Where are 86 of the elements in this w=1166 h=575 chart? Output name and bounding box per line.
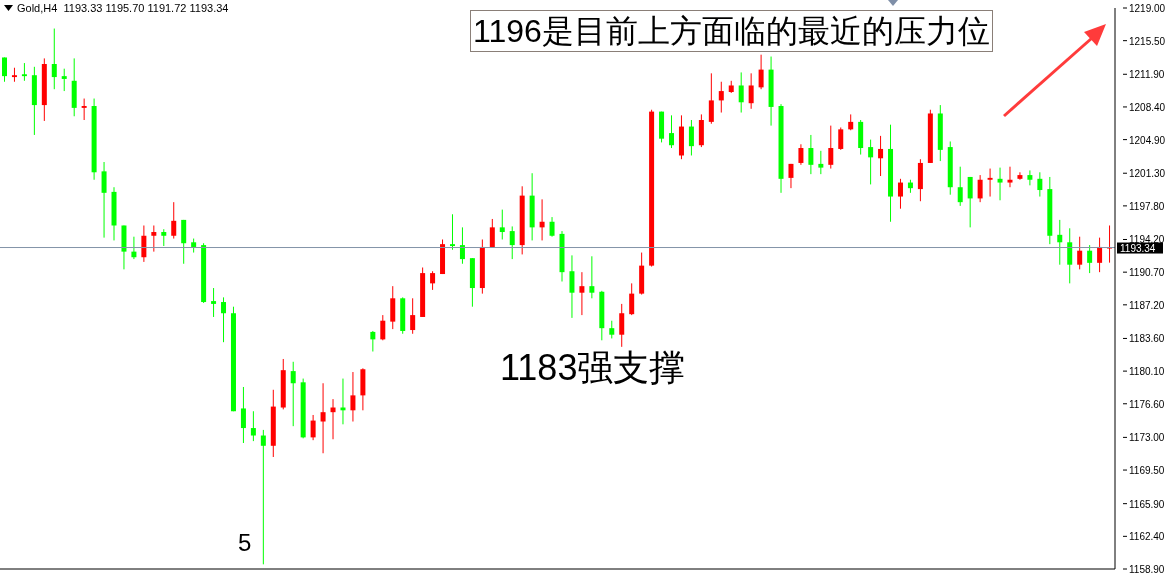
candlestick <box>1097 237 1103 273</box>
candlestick <box>808 134 814 175</box>
candlestick <box>758 54 764 90</box>
candlestick <box>221 296 227 343</box>
candlestick <box>708 72 714 125</box>
candlestick <box>788 163 794 189</box>
candlestick <box>250 410 256 442</box>
candlestick <box>1007 166 1013 188</box>
candlestick <box>290 361 296 427</box>
annotation: 1183强支撑 <box>500 346 686 390</box>
candlestick <box>589 255 595 299</box>
candlestick <box>81 98 87 121</box>
candlestick <box>798 143 804 166</box>
annotation: 5 <box>238 528 252 558</box>
candlestick <box>1067 227 1073 284</box>
candlestick <box>390 285 396 330</box>
candlestick <box>629 282 635 316</box>
y-tick-label: 1219.00 <box>1129 3 1166 14</box>
y-tick-label: 1215.50 <box>1129 35 1166 47</box>
candlestick <box>579 271 585 316</box>
candlestick <box>738 71 744 114</box>
candlestick <box>619 303 625 348</box>
chart-title: Gold,H4 1193.33 1195.70 1191.72 1193.34 <box>17 2 229 14</box>
candlestick <box>1037 171 1043 198</box>
candlestick <box>987 168 993 198</box>
candlestick <box>838 126 844 151</box>
candlestick <box>1057 219 1063 266</box>
candlestick <box>688 119 694 156</box>
y-tick-label: 1162.40 <box>1129 531 1165 543</box>
y-tick-label: 1197.80 <box>1129 200 1165 212</box>
candlestick <box>997 167 1003 201</box>
y-tick-label: 1173.00 <box>1129 432 1165 444</box>
candlestick <box>1027 169 1033 186</box>
candlestick <box>101 161 107 239</box>
y-tick-label: 1169.50 <box>1129 465 1165 477</box>
candlestick <box>61 68 67 92</box>
candlestick <box>499 209 505 240</box>
candlestick <box>459 226 465 265</box>
candlestick <box>748 72 754 110</box>
candlestick <box>897 178 903 210</box>
candlestick <box>957 166 963 207</box>
y-tick-label: 1204.90 <box>1129 134 1166 146</box>
candlestick <box>410 297 416 335</box>
candlestick <box>818 150 824 175</box>
candlestick <box>828 125 834 170</box>
candlestick <box>1077 236 1083 270</box>
candlestick <box>171 201 177 240</box>
candlestick <box>260 429 266 565</box>
candlestick <box>449 213 455 251</box>
candlestick <box>878 135 884 177</box>
candlestick <box>669 114 675 149</box>
candlestick <box>489 218 495 249</box>
candlestick <box>569 254 575 319</box>
candlestick <box>141 224 147 263</box>
candlestick <box>240 386 246 444</box>
y-tick-label: 1208.40 <box>1129 101 1166 113</box>
candlestick <box>310 414 316 441</box>
candlestick <box>868 139 874 185</box>
candlestick <box>380 314 386 341</box>
candlestick <box>967 176 973 228</box>
candlestick <box>320 382 326 454</box>
candlestick <box>1017 171 1023 181</box>
candlestick <box>51 28 57 90</box>
candlestick <box>509 225 515 260</box>
y-tick-label: 1187.20 <box>1129 299 1165 311</box>
y-tick-label: 1183.60 <box>1129 333 1165 345</box>
y-tick-label: 1211.90 <box>1129 69 1165 81</box>
y-tick-label: 1180.10 <box>1129 366 1165 378</box>
y-tick-label: 1165.90 <box>1129 498 1165 510</box>
y-tick-label: 1158.90 <box>1129 564 1165 575</box>
candlestick <box>718 81 724 114</box>
candlestick <box>977 174 983 203</box>
annotation: 1196是目前上方面临的最近的压力位 <box>470 10 993 52</box>
candlestick <box>370 330 376 353</box>
candlestick <box>1087 244 1093 274</box>
candlestick <box>430 270 436 291</box>
y-tick-label: 1176.60 <box>1129 398 1165 410</box>
candlestick <box>181 219 187 265</box>
candlestick <box>350 371 356 423</box>
candlestick <box>151 224 157 253</box>
y-tick-label: 1190.70 <box>1129 267 1165 279</box>
y-tick-label: 1201.30 <box>1129 168 1166 180</box>
candlestick <box>211 287 217 318</box>
candlestick <box>2 56 7 83</box>
candlestick <box>549 216 555 238</box>
candlestick <box>1107 224 1113 264</box>
